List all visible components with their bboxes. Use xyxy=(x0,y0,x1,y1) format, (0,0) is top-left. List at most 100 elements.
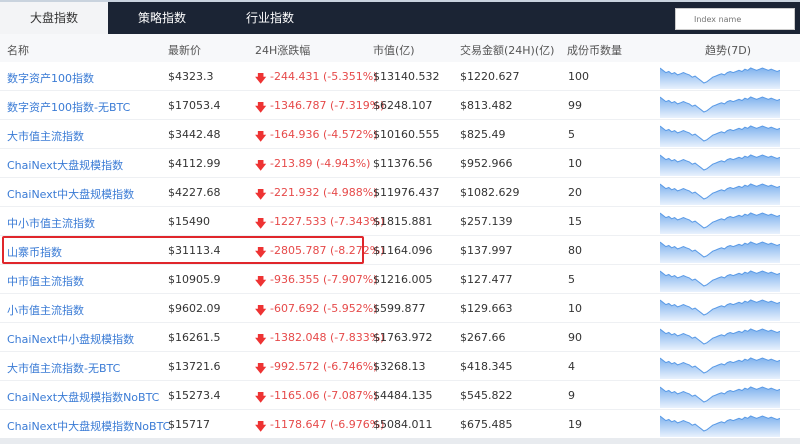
change: -1227.533 (-7.343%) xyxy=(270,215,385,228)
index-name-link[interactable]: ChaiNext大盘规模指数NoBTC xyxy=(7,391,160,404)
constituent-count: 5 xyxy=(568,128,575,141)
constituent-count: 9 xyxy=(568,389,575,402)
price: $9602.09 xyxy=(168,302,221,315)
price: $15273.4 xyxy=(168,389,221,402)
market-cap: $13140.532 xyxy=(373,70,440,83)
price: $17053.4 xyxy=(168,99,221,112)
constituent-count: 4 xyxy=(568,360,575,373)
table-header: 名称 最新价 24H涨跌幅 市值(亿) 交易金额(24H)(亿) 成份币数量 趋… xyxy=(0,34,800,62)
sparkline-line xyxy=(660,299,780,316)
index-name-search-input[interactable] xyxy=(675,8,795,30)
table-row[interactable]: ChaiNext大盘规模指数NoBTC $15273.4 🡇 -1165.06 … xyxy=(0,381,800,410)
sparkline-area xyxy=(660,387,780,408)
table-row[interactable]: ChaiNext中大盘规模指数NoBTC $15717 🡇 -1178.647 … xyxy=(0,410,800,439)
volume: $545.822 xyxy=(460,389,513,402)
index-name-link[interactable]: ChaiNext中小盘规模指数 xyxy=(7,333,135,346)
volume: $825.49 xyxy=(460,128,506,141)
trend-sparkline xyxy=(660,212,780,234)
constituent-count: 10 xyxy=(568,302,582,315)
price: $16261.5 xyxy=(168,331,221,344)
trend-sparkline xyxy=(660,328,780,350)
sparkline-area xyxy=(660,68,780,89)
change: -992.572 (-6.746%) xyxy=(270,360,378,373)
market-cap: $11976.437 xyxy=(373,186,440,199)
index-name-link[interactable]: ChaiNext中大盘规模指数 xyxy=(7,188,135,201)
tab-market-index[interactable]: 大盘指数 xyxy=(0,2,108,34)
table-row[interactable]: 大市值主流指数 $3442.48 🡇 -164.936 (-4.572%) $1… xyxy=(0,120,800,149)
trend-sparkline xyxy=(660,125,780,147)
sparkline-area xyxy=(660,358,780,379)
constituent-count: 20 xyxy=(568,186,582,199)
price: $13721.6 xyxy=(168,360,221,373)
tab-industry-index[interactable]: 行业指数 xyxy=(245,11,294,25)
volume: $418.345 xyxy=(460,360,513,373)
table-row[interactable]: ChaiNext大盘规模指数 $4112.99 🡇 -213.89 (-4.94… xyxy=(0,149,800,178)
volume: $952.966 xyxy=(460,157,513,170)
trend-sparkline xyxy=(660,270,780,292)
sparkline-line xyxy=(660,270,780,287)
market-cap: $599.877 xyxy=(373,302,426,315)
table-row[interactable]: 数字资产100指数 $4323.3 🡇 -244.431 (-5.351%) $… xyxy=(0,62,800,91)
table-row[interactable]: 小市值主流指数 $9602.09 🡇 -607.692 (-5.952%) $5… xyxy=(0,294,800,323)
index-name-link[interactable]: 大市值主流指数 xyxy=(7,130,84,143)
volume: $1082.629 xyxy=(460,186,520,199)
sparkline-line xyxy=(660,357,780,374)
constituent-count: 99 xyxy=(568,99,582,112)
sparkline-line xyxy=(660,96,780,113)
arrow-down-icon: 🡇 xyxy=(255,333,267,346)
price: $15717 xyxy=(168,418,210,431)
change: -1178.647 (-6.976%) xyxy=(270,418,385,431)
index-name-link[interactable]: 小市值主流指数 xyxy=(7,304,84,317)
arrow-down-icon: 🡇 xyxy=(255,130,267,143)
price: $4112.99 xyxy=(168,157,221,170)
index-name-link[interactable]: 中市值主流指数 xyxy=(7,275,84,288)
change: -164.936 (-4.572%) xyxy=(270,128,378,141)
sparkline-area xyxy=(660,242,780,263)
footer-bar xyxy=(0,438,800,444)
index-name-link[interactable]: ChaiNext中大盘规模指数NoBTC xyxy=(7,420,171,433)
sparkline-line xyxy=(660,328,780,345)
arrow-down-icon: 🡇 xyxy=(255,275,267,288)
market-cap: $1216.005 xyxy=(373,273,433,286)
change: -1165.06 (-7.087%) xyxy=(270,389,378,402)
trend-sparkline xyxy=(660,415,780,437)
index-name-link[interactable]: 数字资产100指数 xyxy=(7,72,94,85)
trend-sparkline xyxy=(660,154,780,176)
arrow-down-icon: 🡇 xyxy=(255,420,267,433)
trend-sparkline xyxy=(660,357,780,379)
index-name-link[interactable]: ChaiNext大盘规模指数 xyxy=(7,159,124,172)
table-row[interactable]: 中市值主流指数 $10905.9 🡇 -936.355 (-7.907%) $1… xyxy=(0,265,800,294)
change: -607.692 (-5.952%) xyxy=(270,302,378,315)
index-name-link[interactable]: 山寨币指数 xyxy=(7,246,62,259)
table-row[interactable]: 大市值主流指数-无BTC $13721.6 🡇 -992.572 (-6.746… xyxy=(0,352,800,381)
tab-strategy-index[interactable]: 策略指数 xyxy=(137,11,186,25)
arrow-down-icon: 🡇 xyxy=(255,246,267,259)
arrow-down-icon: 🡇 xyxy=(255,304,267,317)
table-row[interactable]: ChaiNext中大盘规模指数 $4227.68 🡇 -221.932 (-4.… xyxy=(0,178,800,207)
table-row[interactable]: 中小市值主流指数 $15490 🡇 -1227.533 (-7.343%) $1… xyxy=(0,207,800,236)
table-row[interactable]: 山寨币指数 $31113.4 🡇 -2805.787 (-8.272%) $11… xyxy=(0,236,800,265)
index-name-link[interactable]: 数字资产100指数-无BTC xyxy=(7,101,131,114)
constituent-count: 5 xyxy=(568,273,575,286)
sparkline-line xyxy=(660,212,780,229)
arrow-down-icon: 🡇 xyxy=(255,217,267,230)
price: $3442.48 xyxy=(168,128,221,141)
column-count: 成份币数量 xyxy=(567,44,622,57)
table-row[interactable]: 数字资产100指数-无BTC $17053.4 🡇 -1346.787 (-7.… xyxy=(0,91,800,120)
trend-sparkline xyxy=(660,67,780,89)
market-cap: $11376.56 xyxy=(373,157,433,170)
sparkline-line xyxy=(660,183,780,200)
constituent-count: 15 xyxy=(568,215,582,228)
index-name-link[interactable]: 中小市值主流指数 xyxy=(7,217,95,230)
table-row[interactable]: ChaiNext中小盘规模指数 $16261.5 🡇 -1382.048 (-7… xyxy=(0,323,800,352)
market-cap: $1164.096 xyxy=(373,244,433,257)
sparkline-line xyxy=(660,154,780,171)
price: $4227.68 xyxy=(168,186,221,199)
sparkline-area xyxy=(660,184,780,205)
change: -1382.048 (-7.833%) xyxy=(270,331,385,344)
volume: $1220.627 xyxy=(460,70,520,83)
change: -936.355 (-7.907%) xyxy=(270,273,378,286)
volume: $257.139 xyxy=(460,215,513,228)
index-name-link[interactable]: 大市值主流指数-无BTC xyxy=(7,362,121,375)
price: $31113.4 xyxy=(168,244,221,257)
